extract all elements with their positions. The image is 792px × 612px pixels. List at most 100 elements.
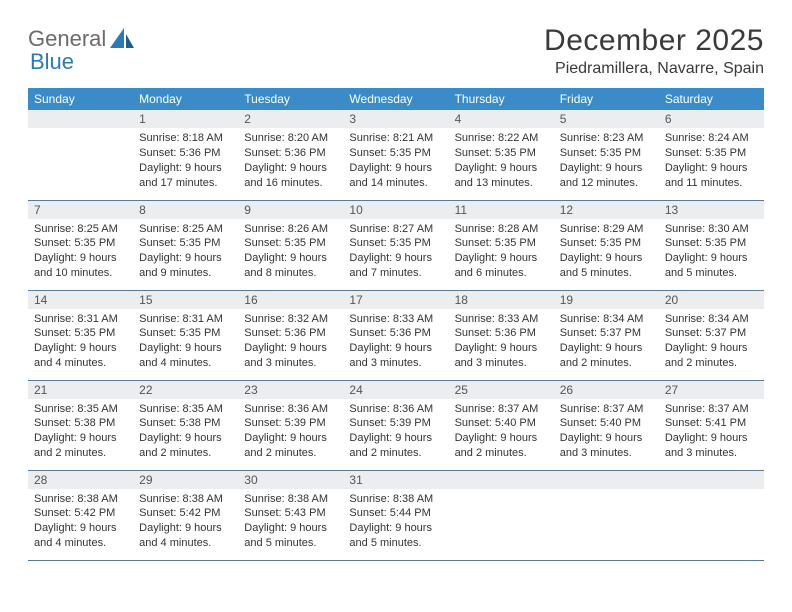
day-details: Sunrise: 8:38 AMSunset: 5:44 PMDaylight:…: [343, 489, 448, 555]
day-number: 15: [133, 291, 238, 309]
day-details: Sunrise: 8:37 AMSunset: 5:40 PMDaylight:…: [449, 399, 554, 465]
col-monday: Monday: [133, 88, 238, 110]
day-details: Sunrise: 8:36 AMSunset: 5:39 PMDaylight:…: [238, 399, 343, 465]
calendar-cell: 15Sunrise: 8:31 AMSunset: 5:35 PMDayligh…: [133, 290, 238, 380]
day-detail-line: Daylight: 9 hours and 12 minutes.: [560, 161, 653, 191]
day-detail-line: Sunrise: 8:34 AM: [560, 312, 653, 327]
calendar-cell: 24Sunrise: 8:36 AMSunset: 5:39 PMDayligh…: [343, 380, 448, 470]
day-number: 25: [449, 381, 554, 399]
day-detail-line: Daylight: 9 hours and 6 minutes.: [455, 251, 548, 281]
day-number: 3: [343, 110, 448, 128]
day-detail-line: Sunrise: 8:22 AM: [455, 131, 548, 146]
day-detail-line: Sunrise: 8:27 AM: [349, 222, 442, 237]
day-detail-line: Sunset: 5:37 PM: [560, 326, 653, 341]
calendar-cell: 21Sunrise: 8:35 AMSunset: 5:38 PMDayligh…: [28, 380, 133, 470]
day-detail-line: Daylight: 9 hours and 3 minutes.: [560, 431, 653, 461]
day-detail-line: Sunset: 5:35 PM: [349, 146, 442, 161]
title-block: December 2025 Piedramillera, Navarre, Sp…: [544, 24, 764, 78]
day-number: 10: [343, 201, 448, 219]
day-detail-line: Sunrise: 8:37 AM: [560, 402, 653, 417]
calendar-cell: 8Sunrise: 8:25 AMSunset: 5:35 PMDaylight…: [133, 200, 238, 290]
day-details: Sunrise: 8:34 AMSunset: 5:37 PMDaylight:…: [554, 309, 659, 375]
day-detail-line: Sunset: 5:42 PM: [34, 506, 127, 521]
day-number: 23: [238, 381, 343, 399]
day-detail-line: Sunset: 5:40 PM: [560, 416, 653, 431]
day-details: Sunrise: 8:35 AMSunset: 5:38 PMDaylight:…: [28, 399, 133, 465]
day-detail-line: Sunrise: 8:21 AM: [349, 131, 442, 146]
day-detail-line: Sunset: 5:35 PM: [665, 236, 758, 251]
day-detail-line: Daylight: 9 hours and 17 minutes.: [139, 161, 232, 191]
day-detail-line: Sunset: 5:35 PM: [455, 236, 548, 251]
day-details: Sunrise: 8:28 AMSunset: 5:35 PMDaylight:…: [449, 219, 554, 285]
day-detail-line: Daylight: 9 hours and 5 minutes.: [349, 521, 442, 551]
day-number: [28, 110, 133, 128]
day-details: Sunrise: 8:25 AMSunset: 5:35 PMDaylight:…: [133, 219, 238, 285]
day-details: Sunrise: 8:32 AMSunset: 5:36 PMDaylight:…: [238, 309, 343, 375]
day-detail-line: Daylight: 9 hours and 2 minutes.: [349, 431, 442, 461]
day-number: [554, 471, 659, 489]
day-details: Sunrise: 8:37 AMSunset: 5:41 PMDaylight:…: [659, 399, 764, 465]
calendar-cell: 13Sunrise: 8:30 AMSunset: 5:35 PMDayligh…: [659, 200, 764, 290]
day-detail-line: Sunset: 5:35 PM: [560, 146, 653, 161]
day-details: Sunrise: 8:21 AMSunset: 5:35 PMDaylight:…: [343, 128, 448, 194]
calendar-cell: 19Sunrise: 8:34 AMSunset: 5:37 PMDayligh…: [554, 290, 659, 380]
day-number: 28: [28, 471, 133, 489]
day-detail-line: Sunrise: 8:34 AM: [665, 312, 758, 327]
calendar-cell: 17Sunrise: 8:33 AMSunset: 5:36 PMDayligh…: [343, 290, 448, 380]
calendar-cell: 3Sunrise: 8:21 AMSunset: 5:35 PMDaylight…: [343, 110, 448, 200]
day-detail-line: Sunset: 5:36 PM: [455, 326, 548, 341]
day-number: 20: [659, 291, 764, 309]
day-detail-line: Sunrise: 8:23 AM: [560, 131, 653, 146]
day-detail-line: Daylight: 9 hours and 5 minutes.: [244, 521, 337, 551]
day-number: 1: [133, 110, 238, 128]
brand-word-1: General: [28, 26, 106, 51]
day-detail-line: Sunset: 5:38 PM: [34, 416, 127, 431]
day-number: 21: [28, 381, 133, 399]
day-detail-line: Daylight: 9 hours and 2 minutes.: [560, 341, 653, 371]
day-details: Sunrise: 8:35 AMSunset: 5:38 PMDaylight:…: [133, 399, 238, 465]
day-detail-line: Sunset: 5:37 PM: [665, 326, 758, 341]
day-number: 6: [659, 110, 764, 128]
day-detail-line: Sunset: 5:35 PM: [139, 326, 232, 341]
calendar-week-row: 21Sunrise: 8:35 AMSunset: 5:38 PMDayligh…: [28, 380, 764, 470]
calendar-cell: 14Sunrise: 8:31 AMSunset: 5:35 PMDayligh…: [28, 290, 133, 380]
calendar-cell: 27Sunrise: 8:37 AMSunset: 5:41 PMDayligh…: [659, 380, 764, 470]
calendar-cell: 25Sunrise: 8:37 AMSunset: 5:40 PMDayligh…: [449, 380, 554, 470]
day-number: 22: [133, 381, 238, 399]
day-detail-line: Daylight: 9 hours and 11 minutes.: [665, 161, 758, 191]
calendar-cell: 6Sunrise: 8:24 AMSunset: 5:35 PMDaylight…: [659, 110, 764, 200]
day-detail-line: Sunrise: 8:30 AM: [665, 222, 758, 237]
day-detail-line: Sunset: 5:35 PM: [244, 236, 337, 251]
page-title: December 2025: [544, 24, 764, 58]
calendar-cell: 26Sunrise: 8:37 AMSunset: 5:40 PMDayligh…: [554, 380, 659, 470]
day-details: Sunrise: 8:31 AMSunset: 5:35 PMDaylight:…: [28, 309, 133, 375]
day-detail-line: Daylight: 9 hours and 8 minutes.: [244, 251, 337, 281]
day-detail-line: Sunrise: 8:35 AM: [34, 402, 127, 417]
day-detail-line: Sunset: 5:43 PM: [244, 506, 337, 521]
calendar-cell: 2Sunrise: 8:20 AMSunset: 5:36 PMDaylight…: [238, 110, 343, 200]
day-detail-line: Daylight: 9 hours and 2 minutes.: [455, 431, 548, 461]
day-detail-line: Sunset: 5:40 PM: [455, 416, 548, 431]
day-detail-line: Sunset: 5:39 PM: [244, 416, 337, 431]
day-detail-line: Sunset: 5:35 PM: [665, 146, 758, 161]
col-wednesday: Wednesday: [343, 88, 448, 110]
day-detail-line: Sunrise: 8:20 AM: [244, 131, 337, 146]
day-detail-line: Sunset: 5:38 PM: [139, 416, 232, 431]
day-detail-line: Sunrise: 8:25 AM: [34, 222, 127, 237]
day-details: Sunrise: 8:36 AMSunset: 5:39 PMDaylight:…: [343, 399, 448, 465]
calendar-cell: 22Sunrise: 8:35 AMSunset: 5:38 PMDayligh…: [133, 380, 238, 470]
day-detail-line: Sunrise: 8:38 AM: [34, 492, 127, 507]
location-subtitle: Piedramillera, Navarre, Spain: [544, 60, 764, 78]
day-detail-line: Sunrise: 8:18 AM: [139, 131, 232, 146]
day-detail-line: Sunrise: 8:37 AM: [665, 402, 758, 417]
day-detail-line: Sunrise: 8:33 AM: [349, 312, 442, 327]
calendar-cell: 23Sunrise: 8:36 AMSunset: 5:39 PMDayligh…: [238, 380, 343, 470]
day-details: Sunrise: 8:18 AMSunset: 5:36 PMDaylight:…: [133, 128, 238, 194]
day-detail-line: Sunset: 5:36 PM: [244, 326, 337, 341]
day-number: 27: [659, 381, 764, 399]
day-details: Sunrise: 8:37 AMSunset: 5:40 PMDaylight:…: [554, 399, 659, 465]
day-details: Sunrise: 8:25 AMSunset: 5:35 PMDaylight:…: [28, 219, 133, 285]
day-number: 31: [343, 471, 448, 489]
calendar-cell: 31Sunrise: 8:38 AMSunset: 5:44 PMDayligh…: [343, 470, 448, 560]
day-details: [449, 489, 554, 496]
